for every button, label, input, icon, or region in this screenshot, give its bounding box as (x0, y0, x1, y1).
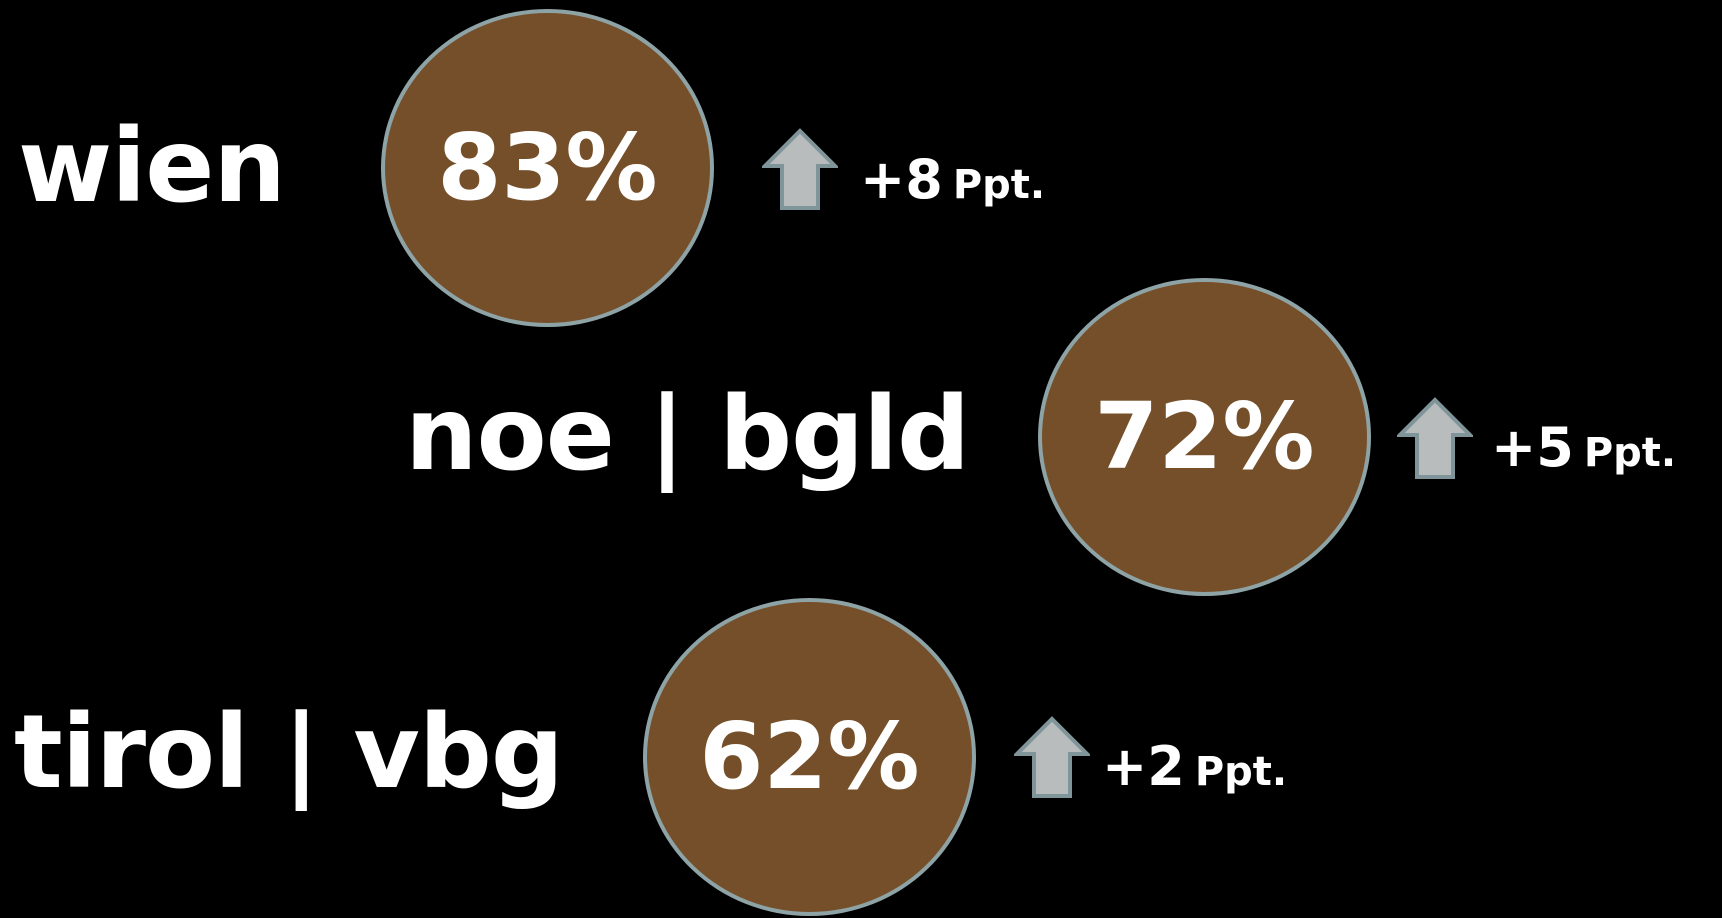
value-text-noe-bgld: 72% (1094, 383, 1315, 490)
value-bubble-tirol-vbg: 62% (643, 598, 976, 916)
change-unit-tirol-vbg: Ppt. (1194, 749, 1288, 795)
change-value-noe-bgld: +5 (1491, 416, 1574, 479)
arrow-up-icon (1014, 716, 1090, 798)
change-wien: +8 Ppt. (860, 153, 1045, 207)
region-label-tirol-vbg: tirol | vbg (14, 693, 564, 812)
value-bubble-noe-bgld: 72% (1038, 278, 1371, 596)
arrow-up-icon (1397, 397, 1473, 479)
change-value-tirol-vbg: +2 (1102, 735, 1185, 798)
value-text-wien: 83% (437, 114, 658, 221)
arrow-up-icon (762, 128, 838, 210)
value-bubble-wien: 83% (381, 9, 714, 327)
value-text-tirol-vbg: 62% (699, 703, 920, 810)
change-unit-wien: Ppt. (952, 162, 1046, 208)
change-noe-bgld: +5 Ppt. (1491, 421, 1676, 475)
change-tirol-vbg: +2 Ppt. (1102, 740, 1287, 794)
region-label-noe-bgld: noe | bgld (405, 375, 970, 494)
change-value-wien: +8 (860, 148, 943, 211)
region-label-wien: wien (18, 107, 286, 226)
change-unit-noe-bgld: Ppt. (1583, 430, 1677, 476)
